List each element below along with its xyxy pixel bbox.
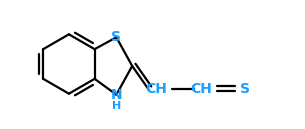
Text: N: N: [110, 88, 122, 102]
Text: CH: CH: [145, 82, 167, 96]
Text: S: S: [240, 82, 250, 96]
Text: H: H: [112, 100, 121, 111]
Text: CH: CH: [191, 82, 213, 96]
Text: S: S: [111, 30, 121, 44]
